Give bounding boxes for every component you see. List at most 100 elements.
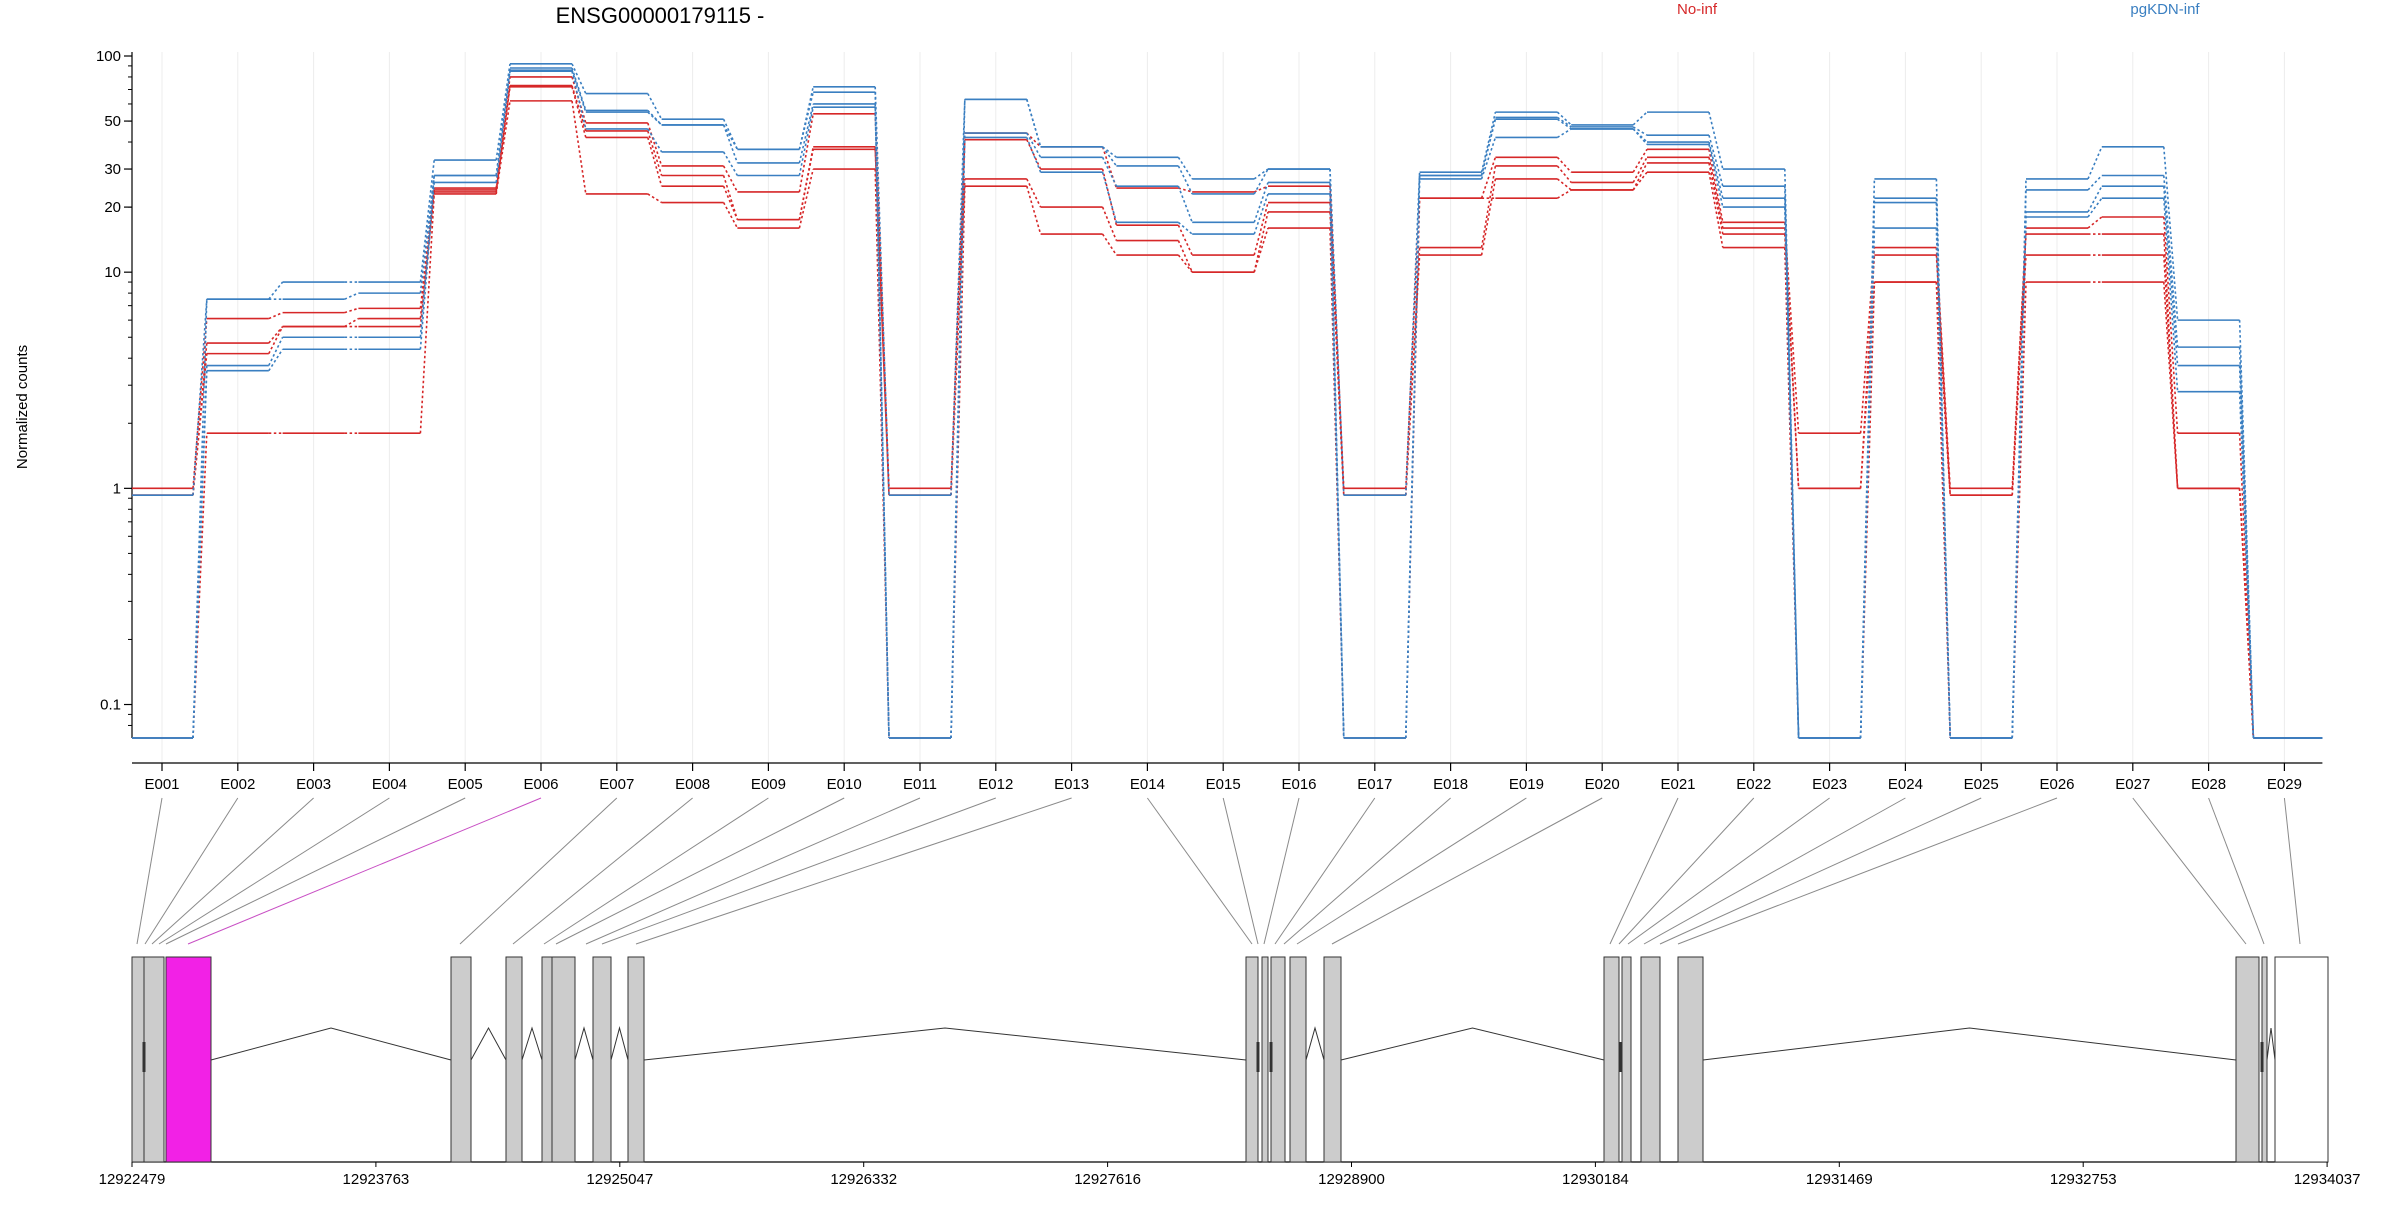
genomic-position-label: 12925047 — [586, 1171, 653, 1188]
exon-label-e028: E028 — [2191, 776, 2226, 793]
exon-label-e009: E009 — [751, 776, 786, 793]
vertical-gridlines — [161, 52, 2285, 763]
data-connector — [1708, 157, 1724, 229]
exon-label-e026: E026 — [2039, 776, 2074, 793]
exon-label-e022: E022 — [1736, 776, 1771, 793]
exon-label-e023: E023 — [1812, 776, 1847, 793]
y-tick-label: 20 — [104, 199, 121, 216]
connector-e021 — [1609, 797, 1679, 945]
data-connector — [1253, 202, 1269, 256]
connector-e017 — [1274, 797, 1376, 945]
connector-e029 — [2283, 797, 2301, 945]
exon-label-e020: E020 — [1585, 776, 1620, 793]
data-connector — [1632, 156, 1648, 183]
data-connector — [1556, 178, 1572, 191]
data-connector — [798, 103, 814, 164]
data-connector — [1178, 187, 1193, 193]
connector-e015 — [1222, 797, 1259, 945]
series-pgkdn-inf-5 — [132, 63, 2323, 739]
data-connector — [1632, 148, 1648, 173]
connector-e009 — [543, 797, 769, 945]
exon-label-e013: E013 — [1054, 776, 1089, 793]
gene-exon-box — [1677, 956, 1704, 1163]
data-connector — [2011, 282, 2027, 739]
connector-e024 — [1643, 797, 1906, 945]
series-lines — [132, 63, 2323, 739]
data-connector — [1177, 221, 1193, 235]
y-axis: 0.1 1 10 20 30 50 100 — [96, 48, 133, 738]
exon-label-e001: E001 — [144, 776, 179, 793]
exon-label-e016: E016 — [1281, 776, 1316, 793]
intron-line — [574, 1026, 594, 1061]
y-tick-label: 0.1 — [100, 697, 121, 714]
series-no-inf-3 — [132, 86, 2323, 739]
y-tick-label: 50 — [104, 113, 121, 130]
data-connector — [2163, 198, 2179, 392]
data-connector — [1329, 193, 1345, 739]
data-connector — [268, 311, 283, 320]
exon-label-e012: E012 — [978, 776, 1013, 793]
data-connector — [950, 137, 966, 739]
gene-exon-box — [1289, 956, 1307, 1163]
connector-e028 — [2208, 797, 2265, 945]
data-connector — [1101, 233, 1118, 256]
data-connector — [874, 103, 890, 739]
connector-e012 — [601, 797, 996, 945]
data-connector — [1708, 144, 1724, 208]
data-connector — [722, 118, 739, 150]
data-connector — [1480, 178, 1497, 256]
data-connector — [1177, 240, 1193, 273]
data-connector — [1708, 162, 1724, 235]
data-connector — [1026, 99, 1042, 148]
data-connector — [2238, 488, 2255, 739]
connector-e013 — [635, 797, 1072, 945]
data-connector — [1556, 156, 1572, 173]
connector-e002 — [144, 797, 239, 945]
connector-e005 — [165, 797, 466, 945]
y-tick-label: 100 — [96, 48, 121, 65]
data-connector — [722, 124, 739, 164]
data-connector — [1026, 185, 1042, 235]
genomic-position-label: 12931469 — [1806, 1171, 1873, 1188]
intron-line — [643, 1027, 1247, 1061]
data-connector — [571, 69, 587, 113]
data-connector — [1935, 282, 1951, 739]
intron-line — [521, 1026, 543, 1061]
intron-line — [470, 1026, 507, 1061]
connector-e008 — [512, 797, 693, 945]
data-connector — [1632, 128, 1648, 143]
data-connector — [1101, 146, 1118, 167]
gene-exon-box — [143, 956, 165, 1163]
data-connector — [2163, 146, 2179, 321]
data-connector — [1253, 193, 1269, 235]
data-connector — [2238, 433, 2255, 739]
gene-exon-box — [1640, 956, 1661, 1163]
data-connector — [344, 317, 359, 328]
data-connector — [1177, 185, 1193, 223]
data-connector — [344, 307, 359, 314]
data-connector — [2087, 174, 2103, 191]
gene-exon-box — [2235, 956, 2260, 1163]
data-connector — [1480, 157, 1497, 199]
connector-e022 — [1618, 797, 1755, 945]
y-tick-label: 1 — [113, 480, 121, 497]
data-connector — [798, 106, 814, 176]
intron-line — [2266, 1027, 2276, 1061]
data-connector — [2011, 255, 2027, 496]
genomic-position-label: 12923763 — [343, 1171, 410, 1188]
connector-e014 — [1146, 797, 1253, 945]
data-connector — [1784, 207, 1800, 739]
data-connector — [2163, 175, 2179, 348]
exon-label-e014: E014 — [1130, 776, 1165, 793]
data-connector — [1101, 156, 1118, 187]
data-connector — [647, 137, 663, 187]
data-connector — [647, 130, 663, 176]
data-connector — [1253, 182, 1269, 223]
data-connector — [419, 159, 435, 283]
gene-exon-box — [1245, 956, 1259, 1163]
data-connector — [571, 100, 587, 195]
y-tick-label: 10 — [104, 264, 121, 281]
connector-e003 — [151, 797, 314, 945]
exon-label-e003: E003 — [296, 776, 331, 793]
gene-exon-box — [592, 956, 612, 1163]
